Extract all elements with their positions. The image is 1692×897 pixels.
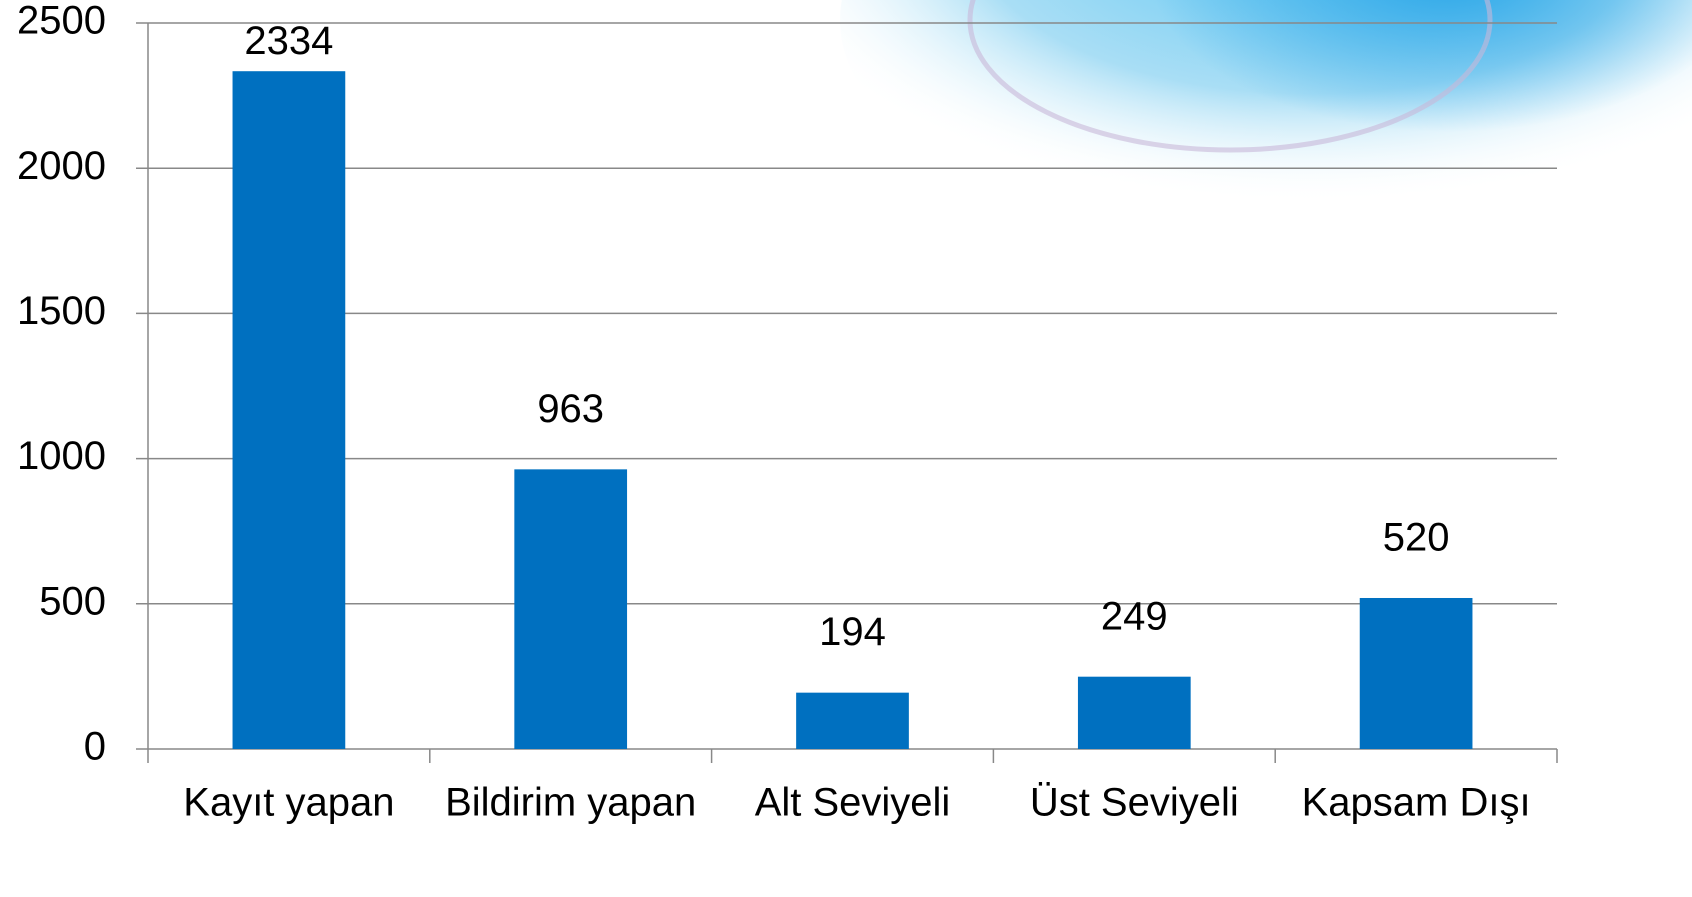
- y-tick-label: 2000: [17, 144, 106, 188]
- data-label: 2334: [244, 19, 333, 63]
- x-tick-label: Kapsam Dışı: [1302, 781, 1531, 825]
- data-label: 963: [537, 387, 604, 431]
- bar: [233, 71, 346, 749]
- x-tick-label: Üst Seviyeli: [1030, 781, 1239, 825]
- bar: [796, 693, 909, 749]
- x-tick-label: Bildirim yapan: [445, 781, 696, 825]
- x-tick-label: Kayıt yapan: [183, 781, 394, 825]
- data-label: 520: [1383, 516, 1450, 560]
- bar: [1360, 598, 1473, 749]
- y-tick-label: 2500: [17, 0, 106, 43]
- decoration: [840, 0, 1692, 250]
- y-tick-label: 0: [84, 725, 106, 769]
- bar: [1078, 677, 1191, 749]
- bar: [514, 469, 627, 749]
- data-label: 194: [819, 610, 886, 654]
- chart: 0 500 1000 1500 2000 2500 Kayıt yapan 2334 Bildi…: [0, 0, 1692, 897]
- data-label: 249: [1101, 594, 1168, 638]
- y-tick-label: 500: [39, 579, 106, 623]
- y-tick-label: 1000: [17, 434, 106, 478]
- y-tick-label: 1500: [17, 289, 106, 333]
- x-tick-label: Alt Seviyeli: [755, 781, 951, 825]
